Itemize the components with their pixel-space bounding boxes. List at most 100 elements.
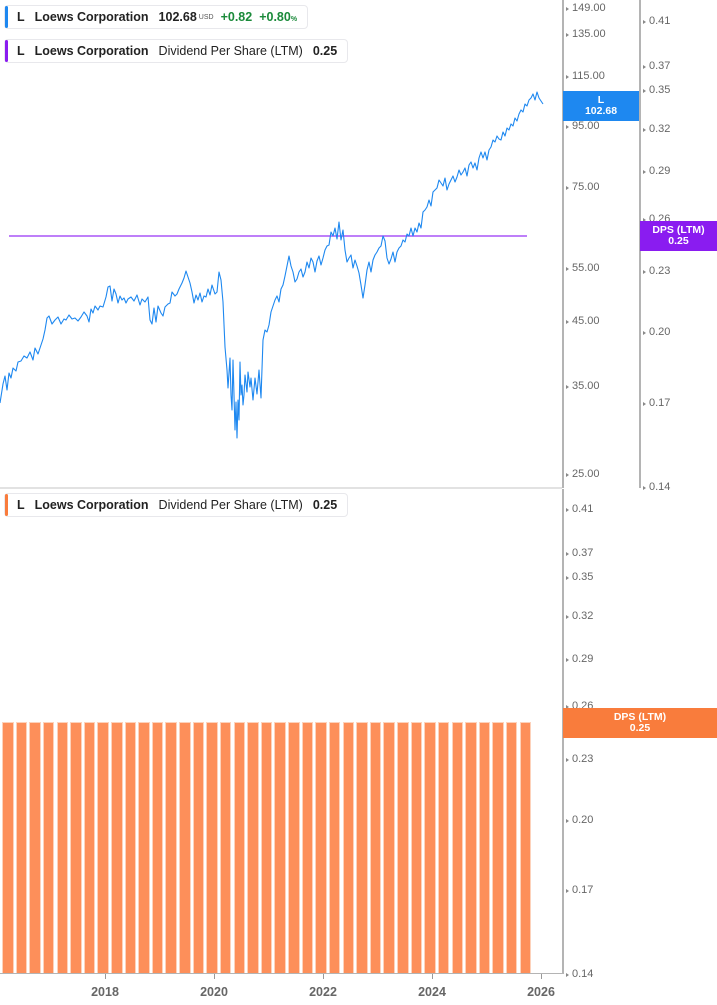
dps-bar[interactable] xyxy=(302,723,313,973)
panel-divider[interactable] xyxy=(0,487,562,489)
dps-bar[interactable] xyxy=(43,723,54,973)
dps-last-value-tag-bottom: DPS (LTM) 0.25 xyxy=(563,708,717,738)
dps-bar[interactable] xyxy=(493,723,503,973)
dps-bar[interactable] xyxy=(57,723,67,973)
ticker: L xyxy=(17,10,25,24)
price-tick: 149.00 xyxy=(566,2,606,14)
dps-tick: 0.41 xyxy=(565,503,594,515)
dps-bar[interactable] xyxy=(166,723,176,973)
dps-bar[interactable] xyxy=(275,723,285,973)
dps-bar[interactable] xyxy=(152,723,163,973)
dps-bar[interactable] xyxy=(316,723,326,973)
x-tick xyxy=(105,974,106,979)
dps-tick: 0.20 xyxy=(565,814,594,826)
dps-bar[interactable] xyxy=(506,723,517,973)
x-tick xyxy=(432,974,433,979)
dps-tick: 0.29 xyxy=(642,165,671,177)
dps-last-value-tag-top: DPS (LTM) 0.25 xyxy=(640,221,717,251)
dps-tick: 0.37 xyxy=(642,60,671,72)
series-color-marker xyxy=(5,40,8,62)
dps-bar[interactable] xyxy=(425,723,435,973)
x-tick xyxy=(323,974,324,979)
legend-dps-top[interactable]: L Loews Corporation Dividend Per Share (… xyxy=(4,39,349,63)
dps-bar[interactable] xyxy=(98,723,108,973)
metric-value: 0.25 xyxy=(312,44,338,58)
dps-bar[interactable] xyxy=(479,723,490,973)
dps-tick: 0.26 xyxy=(565,700,594,712)
dps-bar[interactable] xyxy=(343,723,353,973)
dps-tick: 0.17 xyxy=(565,884,594,896)
dps-bar[interactable] xyxy=(112,723,122,973)
price-change-pct: +0.80% xyxy=(259,10,298,24)
x-label: 2022 xyxy=(309,985,337,999)
dps-bar[interactable] xyxy=(207,723,217,973)
dps-tick: 0.14 xyxy=(565,968,594,980)
dps-tick: 0.35 xyxy=(642,84,671,96)
dps-bar[interactable] xyxy=(139,723,149,973)
x-tick xyxy=(214,974,215,979)
dps-tick: 0.17 xyxy=(642,397,671,409)
price-tick: 135.00 xyxy=(566,28,606,40)
dps-bar[interactable] xyxy=(71,723,81,973)
dps-bar[interactable] xyxy=(3,723,13,973)
dps-bar[interactable] xyxy=(193,723,204,973)
legend-price[interactable]: L Loews Corporation 102.68 USD +0.82 +0.… xyxy=(4,5,309,29)
dps-tick: 0.23 xyxy=(565,753,594,765)
x-label: 2026 xyxy=(527,985,555,999)
dps-bar[interactable] xyxy=(398,723,408,973)
price-tick: 25.00 xyxy=(566,468,600,480)
price-last-value-tag: L 102.68 xyxy=(563,91,639,121)
legend-dps-bottom[interactable]: L Loews Corporation Dividend Per Share (… xyxy=(4,493,349,517)
dps-bar[interactable] xyxy=(438,723,449,973)
dps-bar[interactable] xyxy=(452,723,462,973)
dps-bar[interactable] xyxy=(180,723,190,973)
dps-bar[interactable] xyxy=(520,723,531,973)
company-name: Loews Corporation xyxy=(34,10,149,24)
dps-bar[interactable] xyxy=(357,723,367,973)
series-color-marker xyxy=(5,6,8,28)
dps-tag-value: 0.25 xyxy=(629,722,651,734)
price-axis-line xyxy=(562,0,564,488)
metric-name: Dividend Per Share (LTM) xyxy=(158,498,303,512)
dps-bar[interactable] xyxy=(125,723,136,973)
dps-tick: 0.35 xyxy=(565,571,594,583)
dps-tick: 0.14 xyxy=(642,481,671,493)
dps-bar[interactable] xyxy=(329,723,340,973)
price-tag-value: 102.68 xyxy=(584,105,618,117)
ticker: L xyxy=(17,498,25,512)
price-tick: 115.00 xyxy=(566,70,605,82)
dps-bar[interactable] xyxy=(384,723,394,973)
price-tag-label: L xyxy=(597,94,605,106)
dps-bar[interactable] xyxy=(411,723,422,973)
dps-bar[interactable] xyxy=(16,723,27,973)
dps-tick: 0.32 xyxy=(565,610,594,622)
price-value: 102.68 xyxy=(158,10,197,24)
metric-value: 0.25 xyxy=(312,498,338,512)
dps-tick: 0.32 xyxy=(642,123,671,135)
price-change: +0.82 xyxy=(220,10,253,24)
company-name: Loews Corporation xyxy=(34,498,149,512)
dps-bar[interactable] xyxy=(30,723,40,973)
dps-tag-label: DPS (LTM) xyxy=(652,224,705,236)
dps-bar[interactable] xyxy=(289,723,299,973)
x-label: 2024 xyxy=(418,985,446,999)
dps-bar[interactable] xyxy=(466,723,476,973)
dps-bar[interactable] xyxy=(84,723,95,973)
x-label: 2020 xyxy=(200,985,228,999)
x-tick xyxy=(541,974,542,979)
price-tick: 75.00 xyxy=(566,181,600,193)
dps-tag-label: DPS (LTM) xyxy=(613,711,667,723)
dps-bar[interactable] xyxy=(261,723,272,973)
dps-bar[interactable] xyxy=(234,723,244,973)
dps-tag-value: 0.25 xyxy=(668,235,689,247)
dps-bar[interactable] xyxy=(370,723,381,973)
company-name: Loews Corporation xyxy=(34,44,149,58)
x-axis-line xyxy=(0,973,563,974)
dps-bar[interactable] xyxy=(248,723,258,973)
price-tick: 45.00 xyxy=(566,315,600,327)
dps-tick: 0.41 xyxy=(642,15,671,27)
dps-bar-series[interactable] xyxy=(0,0,562,1005)
dps-tick: 0.20 xyxy=(642,326,671,338)
dps-tick: 0.29 xyxy=(565,653,594,665)
dps-bar[interactable] xyxy=(220,723,231,973)
